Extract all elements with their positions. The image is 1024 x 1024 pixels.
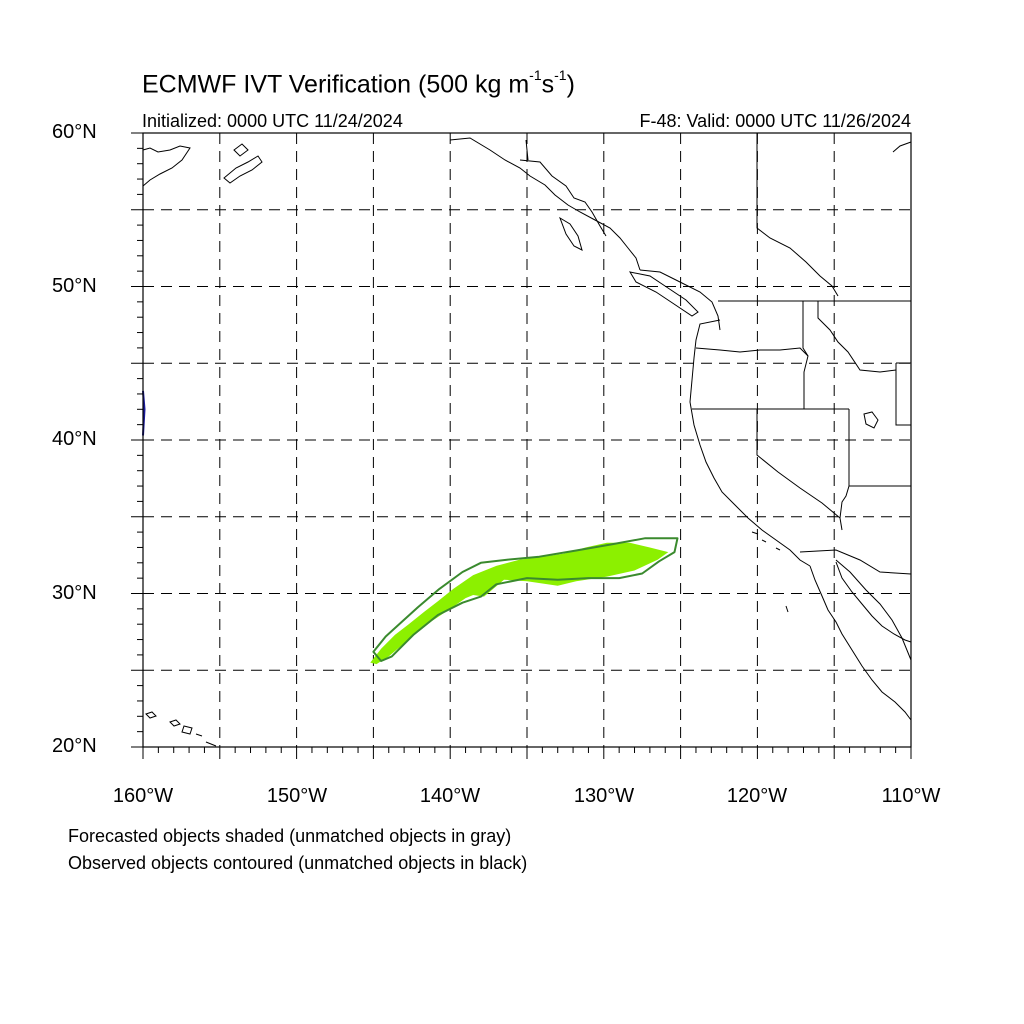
border-us-mexico [799, 549, 912, 575]
lat-label-60: 60°N [52, 121, 97, 143]
coast-baja-west [809, 565, 912, 721]
coast-alaska-panhandle [519, 159, 607, 237]
coast-us-west [689, 319, 811, 567]
coast-alaska-peninsula [142, 145, 191, 187]
observed-object-contour [372, 537, 679, 662]
border-wa-or [695, 347, 809, 357]
coast-bc-mainland [639, 269, 721, 331]
coast-vancouver-island [628, 271, 699, 317]
lon-label-120w: 120°W [726, 785, 788, 807]
lat-label-20: 20°N [52, 735, 97, 757]
map-frame [142, 132, 912, 748]
coast-hawaii-2 [169, 719, 181, 727]
coastlines [142, 137, 912, 747]
coast-great-salt-lake [863, 411, 879, 429]
note-observed: Observed objects contoured (unmatched ob… [68, 853, 528, 873]
lon-label-140w: 140°W [419, 785, 481, 807]
forecast-object-shaded [370, 542, 669, 665]
coast-channel-islands [751, 531, 781, 551]
lon-label-150w: 150°W [266, 785, 328, 807]
chart-title: ECMWF IVT Verification (500 kg m-1s-1) [142, 67, 575, 99]
initialized-time: Initialized: 0000 UTC 11/24/2024 [142, 111, 403, 131]
coast-guadalupe-island [785, 605, 789, 613]
coast-hawaii-1 [145, 711, 157, 719]
coast-gulf-alaska [449, 137, 641, 271]
border-nv-az [839, 409, 850, 519]
coast-kodiak [233, 143, 249, 157]
border-wy [895, 362, 911, 426]
lon-label-160w: 160°W [112, 785, 174, 807]
coast-hawaii-4 [195, 733, 217, 747]
lat-label-30: 30°N [52, 582, 97, 604]
border-id-mt [817, 301, 897, 373]
coast-far-ne [892, 141, 912, 153]
political-borders [525, 133, 912, 575]
lat-label-40: 40°N [52, 428, 97, 450]
coast-alaska-islands [223, 155, 263, 184]
border-alberta-bc [756, 133, 839, 297]
lon-label-110w: 110°W [881, 785, 941, 807]
axis-ticks [131, 132, 912, 759]
lon-label-130w: 130°W [573, 785, 635, 807]
coast-mexico-mainland [835, 559, 912, 661]
border-id-wa [802, 301, 809, 409]
valid-time: F-48: Valid: 0000 UTC 11/26/2024 [639, 111, 912, 131]
lat-label-50: 50°N [52, 275, 97, 297]
coast-hawaii-3 [181, 725, 193, 735]
coast-baja-east [835, 561, 912, 643]
note-forecast: Forecasted objects shaded (unmatched obj… [68, 826, 512, 846]
border-canada-alaska [525, 139, 529, 161]
coast-haida-gwaii [559, 216, 583, 251]
